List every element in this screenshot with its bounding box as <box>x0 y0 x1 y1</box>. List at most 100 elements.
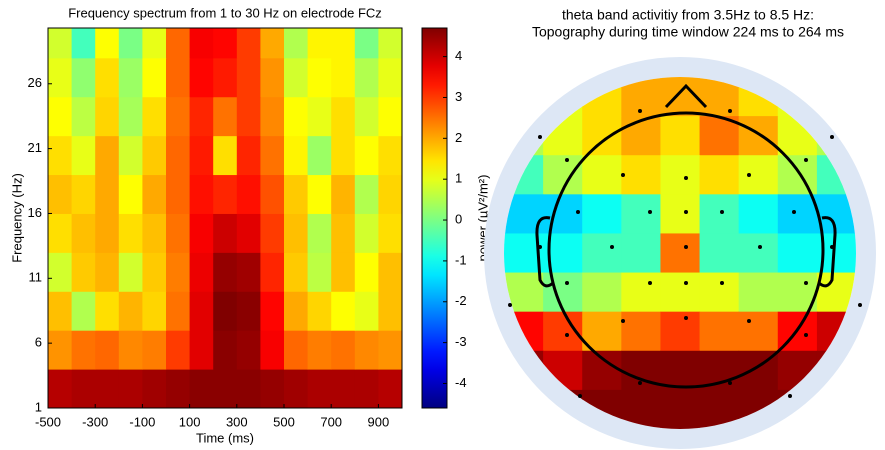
electrode <box>538 245 542 249</box>
heat-cell <box>260 369 285 409</box>
heat-cell <box>284 96 309 137</box>
topo-cell <box>816 77 856 117</box>
heat-cell <box>260 96 285 137</box>
topo-cell <box>777 155 818 195</box>
electrode <box>758 245 762 249</box>
heat-cell <box>48 28 73 59</box>
topo-cell <box>621 311 661 352</box>
colorbar-tick-label: 1 <box>455 171 462 186</box>
heat-cell <box>71 291 96 331</box>
plot-frame <box>47 27 403 409</box>
electrode <box>747 319 751 323</box>
topo-cell <box>660 155 701 195</box>
heat-cell <box>166 369 191 409</box>
heat-cell <box>142 135 167 176</box>
heat-cell <box>260 28 285 59</box>
heat-cell <box>166 57 191 98</box>
topo-cell <box>738 311 779 352</box>
topo-cell <box>738 233 779 274</box>
heat-cell <box>354 174 379 214</box>
heat-cell <box>71 96 96 137</box>
heat-cell <box>95 174 120 214</box>
topo-cell <box>660 233 701 274</box>
electrode <box>565 158 569 162</box>
topo-cell <box>582 155 622 195</box>
heat-cell <box>71 135 96 176</box>
heat-cell <box>236 252 261 292</box>
heat-cell <box>118 291 143 331</box>
y-tick-label: 16 <box>28 205 42 220</box>
heat-cell <box>166 174 191 214</box>
heat-cell <box>236 213 261 253</box>
heat-cell <box>118 174 143 214</box>
electrode <box>830 245 834 249</box>
electrode <box>684 245 688 249</box>
heat-cell <box>236 291 261 331</box>
heat-cell <box>236 174 261 214</box>
heat-cell <box>331 135 356 176</box>
heat-cell <box>95 96 120 137</box>
y-tick-label: 21 <box>28 140 42 155</box>
heat-cell <box>307 330 332 370</box>
heat-cell <box>213 330 238 370</box>
topo-cell <box>621 116 661 156</box>
electrode <box>538 135 542 139</box>
heat-cell <box>95 135 120 176</box>
heat-cell <box>284 213 309 253</box>
topo-cell <box>660 272 701 313</box>
electrode <box>648 281 652 285</box>
heat-cell <box>236 28 261 59</box>
heat-cell <box>189 252 214 292</box>
heat-cell <box>331 330 356 370</box>
heat-cell <box>95 252 120 292</box>
heat-cell <box>71 330 96 370</box>
heat-cell <box>166 135 191 176</box>
heat-cell <box>166 28 191 59</box>
heat-cell <box>378 252 403 292</box>
head-outline <box>535 83 837 389</box>
heat-cell <box>307 135 332 176</box>
heat-cell <box>331 252 356 292</box>
heat-cell <box>378 28 403 59</box>
topo-ring <box>484 57 876 449</box>
electrode <box>830 135 834 139</box>
heat-cell <box>260 291 285 331</box>
electrode <box>565 281 569 285</box>
heat-cell <box>142 291 167 331</box>
topo-cell <box>699 194 740 234</box>
heat-cell <box>189 369 214 409</box>
heat-cell <box>71 369 96 409</box>
electrode <box>792 210 796 214</box>
heat-cell <box>260 174 285 214</box>
topo-cell <box>660 311 701 352</box>
heat-cell <box>189 213 214 253</box>
heat-cell <box>189 291 214 331</box>
electrode <box>576 210 580 214</box>
electrode <box>720 210 724 214</box>
heat-cell <box>331 213 356 253</box>
topo-cell <box>660 116 701 156</box>
colorbar <box>421 27 448 409</box>
heat-cell <box>189 57 214 98</box>
topo-cell <box>699 311 740 352</box>
topo-cell <box>621 272 661 313</box>
heat-cell <box>284 174 309 214</box>
heat-cell <box>331 57 356 98</box>
x-tick-label: 500 <box>273 414 295 429</box>
electrode <box>684 176 688 180</box>
heat-cell <box>307 96 332 137</box>
heat-cell <box>307 57 332 98</box>
electrode <box>684 316 688 320</box>
electrode <box>684 281 688 285</box>
heat-cell <box>142 28 167 59</box>
heat-cell <box>118 57 143 98</box>
topo-cell <box>582 116 622 156</box>
heat-cell <box>48 291 73 331</box>
topo-cell <box>582 194 622 234</box>
topo-cell <box>699 233 740 274</box>
heat-cell <box>236 57 261 98</box>
colorbar-tick-label: 2 <box>455 130 462 145</box>
heat-cell <box>331 174 356 214</box>
heat-cell <box>378 369 403 409</box>
topo-cell <box>738 272 779 313</box>
